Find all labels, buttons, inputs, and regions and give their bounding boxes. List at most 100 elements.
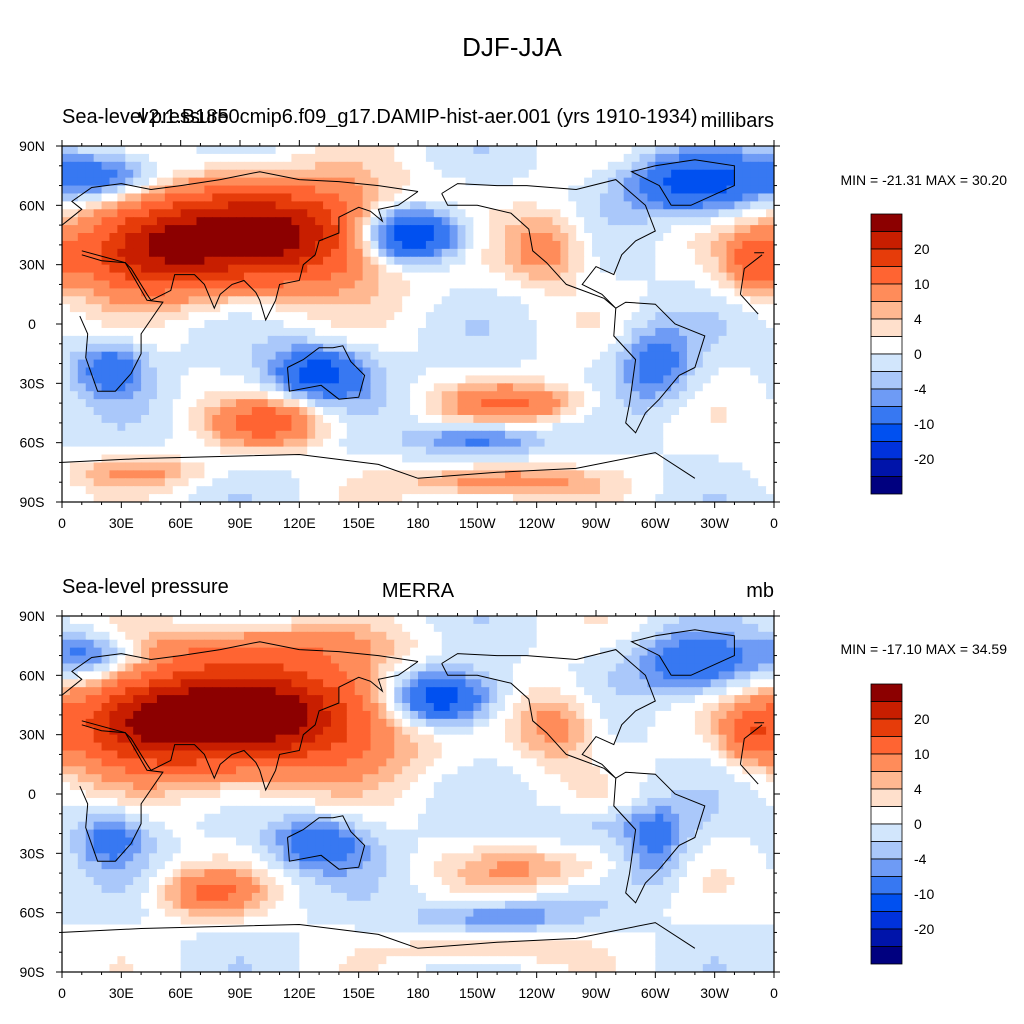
field-cell (93, 233, 103, 242)
field-cell (109, 256, 118, 266)
field-cell (133, 616, 142, 625)
field-cell (93, 454, 103, 464)
colorbar-swatch (870, 458, 903, 477)
field-cell (101, 177, 111, 187)
field-cell (378, 225, 387, 234)
field-cell (93, 359, 103, 369)
field-cell (686, 153, 696, 163)
field-cell (418, 647, 427, 657)
field-cell (505, 438, 514, 448)
field-cell (512, 422, 522, 432)
field-cell (734, 486, 743, 495)
field-cell (172, 631, 182, 641)
field-cell (394, 446, 403, 456)
field-cell (536, 438, 546, 448)
field-cell (283, 399, 293, 408)
field-cell (536, 422, 546, 432)
field-cell (164, 494, 174, 502)
field-cell (734, 422, 743, 432)
field-cell (402, 296, 411, 305)
field-cell (354, 343, 364, 353)
field-cell (679, 264, 688, 274)
field-cell (473, 177, 482, 187)
field-cell (544, 671, 554, 680)
field-cell (330, 639, 340, 649)
field-cell (560, 146, 569, 155)
field-cell (275, 233, 285, 242)
field-cell (125, 225, 134, 234)
field-cell (441, 639, 451, 649)
field-cell (243, 288, 253, 297)
field-cell (283, 655, 293, 665)
field-cell (141, 486, 150, 495)
field-cell (117, 193, 126, 202)
field-cell (481, 616, 490, 625)
field-cell (457, 383, 467, 392)
field-cell (93, 422, 103, 432)
field-cell (584, 631, 593, 641)
field-cell (315, 391, 324, 400)
field-cell (647, 272, 656, 282)
field-cell (251, 399, 261, 408)
field-cell (307, 647, 316, 657)
field-cell (125, 146, 134, 155)
field-cell (291, 161, 300, 171)
field-cell (449, 320, 459, 329)
field-cell (512, 359, 522, 369)
field-cell (710, 169, 720, 179)
field-cell (607, 367, 617, 377)
field-cell (370, 367, 380, 377)
field-cell (481, 655, 490, 665)
field-cell (101, 161, 111, 171)
field-cell (433, 359, 443, 369)
field-cell (315, 446, 324, 456)
field-cell (188, 663, 198, 672)
field-cell (354, 375, 364, 384)
field-cell (457, 233, 467, 242)
field-cell (220, 671, 229, 680)
field-cell (315, 663, 324, 672)
field-cell (330, 663, 340, 672)
field-cell (251, 327, 261, 337)
field-cell (631, 375, 641, 384)
field-cell (386, 280, 395, 289)
field-cell (607, 233, 617, 242)
field-cell (599, 367, 609, 377)
field-cell (734, 217, 743, 226)
field-cell (251, 422, 261, 432)
field-cell (330, 161, 340, 171)
field-cell (307, 161, 316, 171)
field-cell (85, 169, 95, 179)
field-cell (544, 264, 554, 274)
field-cell (671, 359, 680, 369)
field-cell (536, 312, 546, 321)
field-cell (85, 438, 95, 448)
field-cell (117, 280, 126, 289)
field-cell (236, 177, 245, 187)
field-cell (512, 623, 522, 633)
field-cell (172, 462, 182, 471)
field-cell (410, 486, 419, 495)
field-cell (370, 240, 380, 250)
field-cell (647, 312, 656, 321)
field-cell (520, 351, 530, 361)
field-cell (220, 146, 229, 155)
field-cell (465, 351, 474, 361)
field-cell (204, 647, 213, 657)
field-cell (180, 631, 190, 641)
field-cell (655, 414, 664, 424)
field-cell (346, 647, 356, 657)
field-cell (77, 296, 87, 305)
field-cell (410, 470, 419, 479)
field-cell (77, 422, 87, 432)
field-cell (362, 470, 372, 479)
field-cell (315, 240, 324, 250)
field-cell (742, 486, 751, 495)
field-cell (568, 343, 577, 353)
field-cell (69, 478, 79, 487)
field-cell (425, 343, 435, 353)
field-cell (85, 655, 95, 665)
field-cell (307, 438, 316, 448)
field-cell (62, 225, 71, 234)
